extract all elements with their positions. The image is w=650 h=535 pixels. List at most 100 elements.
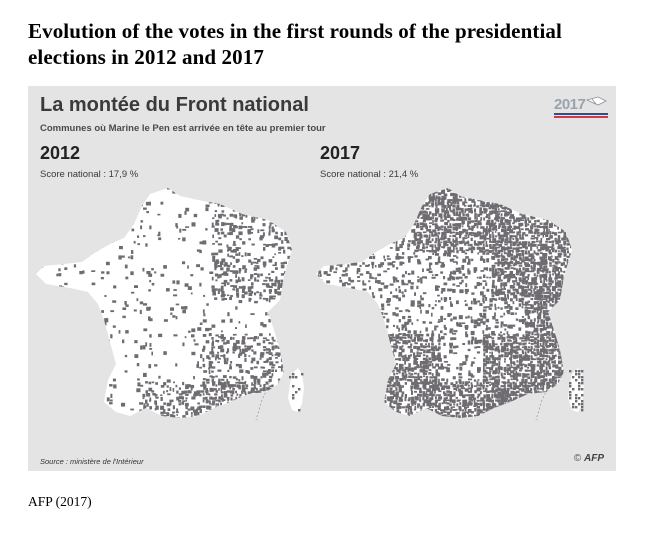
- fn-commune-cell: [440, 228, 443, 231]
- fn-commune-cell: [271, 243, 276, 248]
- fn-commune-cell: [211, 409, 215, 414]
- fn-commune-cell: [512, 361, 516, 364]
- fn-commune-cell: [371, 351, 376, 355]
- fn-commune-cell: [498, 369, 501, 374]
- fn-commune-cell: [527, 357, 531, 361]
- fn-commune-cell: [212, 400, 216, 404]
- fn-commune-cell: [554, 207, 557, 211]
- fn-commune-cell: [242, 265, 246, 270]
- fn-commune-cell: [456, 214, 460, 217]
- fn-commune-cell: [453, 198, 458, 203]
- fn-commune-cell: [476, 346, 481, 348]
- fn-commune-cell: [464, 198, 467, 202]
- fn-commune-cell: [542, 310, 546, 315]
- fn-commune-cell: [363, 294, 365, 298]
- fn-commune-cell: [211, 403, 215, 406]
- fn-commune-cell: [566, 369, 570, 372]
- fn-commune-cell: [539, 372, 542, 375]
- fn-commune-cell: [567, 265, 571, 268]
- fn-commune-cell: [447, 313, 451, 317]
- fn-commune-cell: [320, 342, 325, 347]
- fn-commune-cell: [348, 277, 351, 282]
- fn-commune-cell: [500, 315, 504, 318]
- fn-commune-cell: [425, 366, 430, 370]
- fn-commune-cell: [56, 295, 60, 298]
- fn-commune-cell: [497, 246, 500, 249]
- fn-commune-cell: [519, 258, 523, 261]
- fn-commune-cell: [253, 217, 256, 221]
- fn-commune-cell: [293, 294, 295, 297]
- fn-commune-cell: [429, 363, 431, 367]
- fn-commune-cell: [456, 219, 460, 221]
- fn-commune-cell: [458, 276, 463, 279]
- fn-commune-cell: [549, 258, 553, 262]
- fn-commune-cell: [259, 384, 262, 388]
- fn-commune-cell: [519, 358, 523, 362]
- fn-commune-cell: [217, 351, 220, 354]
- fn-commune-cell: [422, 364, 427, 369]
- fn-commune-cell: [232, 387, 235, 391]
- fn-commune-cell: [570, 195, 572, 198]
- fn-commune-cell: [175, 417, 180, 418]
- fn-commune-cell: [516, 379, 519, 382]
- fn-commune-cell: [191, 396, 196, 400]
- fn-commune-cell: [268, 313, 271, 316]
- fn-commune-cell: [488, 327, 491, 330]
- fn-commune-cell: [268, 319, 271, 323]
- fn-commune-cell: [199, 322, 203, 325]
- fn-commune-cell: [558, 261, 561, 264]
- fn-commune-cell: [196, 408, 198, 413]
- fn-commune-cell: [420, 345, 425, 348]
- fn-commune-cell: [425, 217, 430, 221]
- fn-commune-cell: [425, 190, 428, 194]
- fn-commune-cell: [241, 255, 244, 257]
- fn-commune-cell: [482, 234, 487, 239]
- fn-commune-cell: [558, 337, 561, 342]
- fn-commune-cell: [368, 361, 373, 365]
- fn-commune-cell: [501, 291, 506, 295]
- fn-commune-cell: [479, 318, 484, 321]
- fn-commune-cell: [329, 265, 334, 270]
- fn-commune-cell: [238, 345, 241, 350]
- fn-commune-cell: [516, 268, 519, 272]
- fn-commune-cell: [318, 385, 322, 389]
- fn-commune-cell: [348, 351, 352, 354]
- fn-commune-cell: [509, 285, 514, 289]
- fn-commune-cell: [253, 214, 257, 218]
- fn-commune-cell: [510, 188, 514, 190]
- fn-commune-cell: [524, 213, 527, 216]
- fn-commune-cell: [281, 337, 286, 340]
- fn-commune-cell: [563, 301, 568, 305]
- fn-commune-cell: [350, 381, 353, 386]
- fn-commune-cell: [428, 201, 431, 204]
- fn-commune-cell: [467, 348, 471, 352]
- fn-commune-cell: [546, 291, 550, 295]
- fn-commune-cell: [423, 234, 428, 238]
- fn-commune-cell: [576, 211, 579, 215]
- fn-commune-cell: [323, 388, 327, 391]
- fn-commune-cell: [551, 247, 555, 250]
- fn-commune-cell: [503, 345, 506, 349]
- fn-commune-cell: [347, 283, 351, 286]
- fn-commune-cell: [256, 192, 259, 195]
- fn-commune-cell: [438, 232, 441, 235]
- fn-commune-cell: [408, 240, 411, 243]
- fn-commune-cell: [106, 271, 110, 275]
- fn-commune-cell: [182, 261, 186, 265]
- fn-commune-cell: [332, 378, 336, 383]
- fn-commune-cell: [49, 415, 53, 418]
- fn-commune-cell: [551, 213, 556, 217]
- fn-commune-cell: [241, 376, 244, 381]
- fn-commune-cell: [271, 222, 275, 225]
- fn-commune-cell: [37, 394, 41, 398]
- fn-commune-cell: [327, 198, 330, 201]
- fn-commune-cell: [410, 303, 415, 307]
- fn-commune-cell: [501, 261, 505, 266]
- fn-commune-cell: [552, 192, 554, 195]
- fn-commune-cell: [443, 253, 447, 257]
- fn-commune-cell: [356, 298, 360, 302]
- fn-commune-cell: [494, 189, 498, 192]
- fn-commune-cell: [512, 273, 515, 277]
- fn-commune-cell: [425, 225, 428, 230]
- fn-commune-cell: [485, 208, 488, 212]
